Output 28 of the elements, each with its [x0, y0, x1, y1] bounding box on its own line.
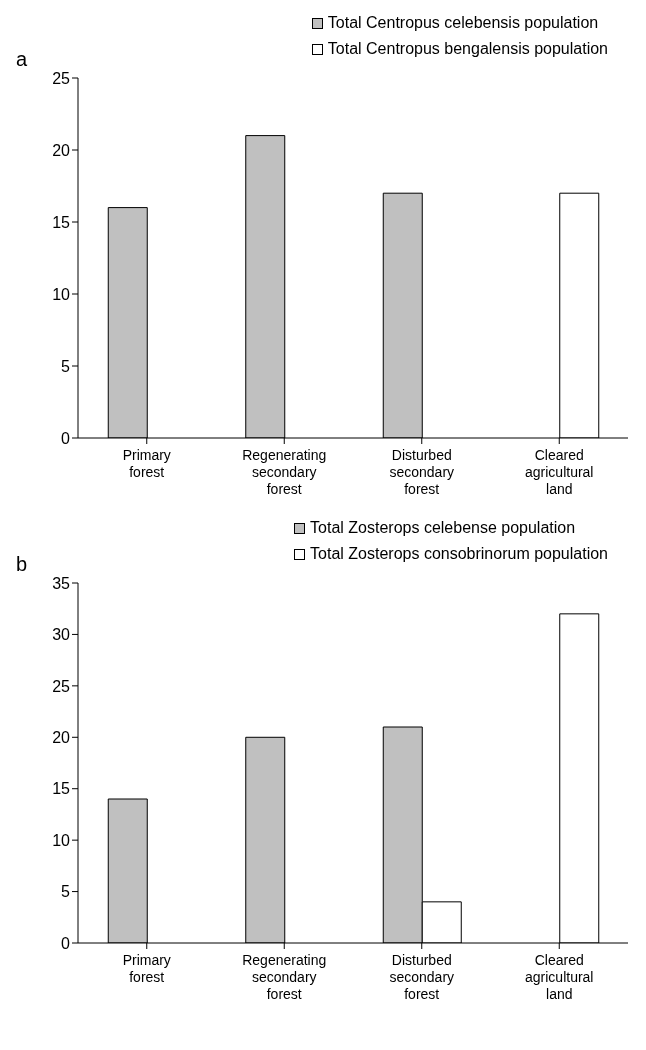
- y-tick-label: 10: [52, 285, 71, 303]
- y-tick-label: 15: [52, 780, 71, 798]
- x-tick-label: Cleared agricultural land: [525, 447, 594, 497]
- x-tick-label: Disturbed secondary forest: [389, 952, 455, 1002]
- y-tick-label: 0: [61, 429, 71, 447]
- y-tick-label: 20: [52, 728, 71, 746]
- y-tick-label: 10: [52, 831, 71, 849]
- legend-label: Total Zosterops consobrinorum population: [310, 545, 608, 563]
- y-tick-label: 35: [52, 574, 71, 592]
- text: a: [16, 48, 28, 71]
- x-tick-label: Primary forest: [122, 447, 171, 480]
- x-tick-label: Regenerating secondary forest: [242, 952, 327, 1002]
- legend-label: Total Zosterops celebense population: [310, 519, 576, 537]
- legend-label: Total Centropus celebensis population: [327, 14, 599, 32]
- y-tick-label: 25: [52, 69, 71, 87]
- text: b: [16, 553, 28, 576]
- y-tick-label: 25: [52, 677, 71, 695]
- x-tick-label: Disturbed secondary forest: [389, 447, 455, 497]
- y-tick-label: 30: [52, 626, 71, 644]
- legend-label: Total Centropus bengalensis population: [327, 40, 608, 58]
- y-tick-label: 5: [61, 357, 71, 375]
- x-tick-label: Regenerating secondary forest: [242, 447, 327, 497]
- x-tick-label: Primary forest: [122, 952, 171, 985]
- y-tick-label: 15: [52, 213, 71, 231]
- y-tick-label: 0: [61, 934, 71, 952]
- y-tick-label: 20: [52, 141, 71, 159]
- y-tick-label: 5: [61, 883, 71, 901]
- x-tick-label: Cleared agricultural land: [525, 952, 594, 1002]
